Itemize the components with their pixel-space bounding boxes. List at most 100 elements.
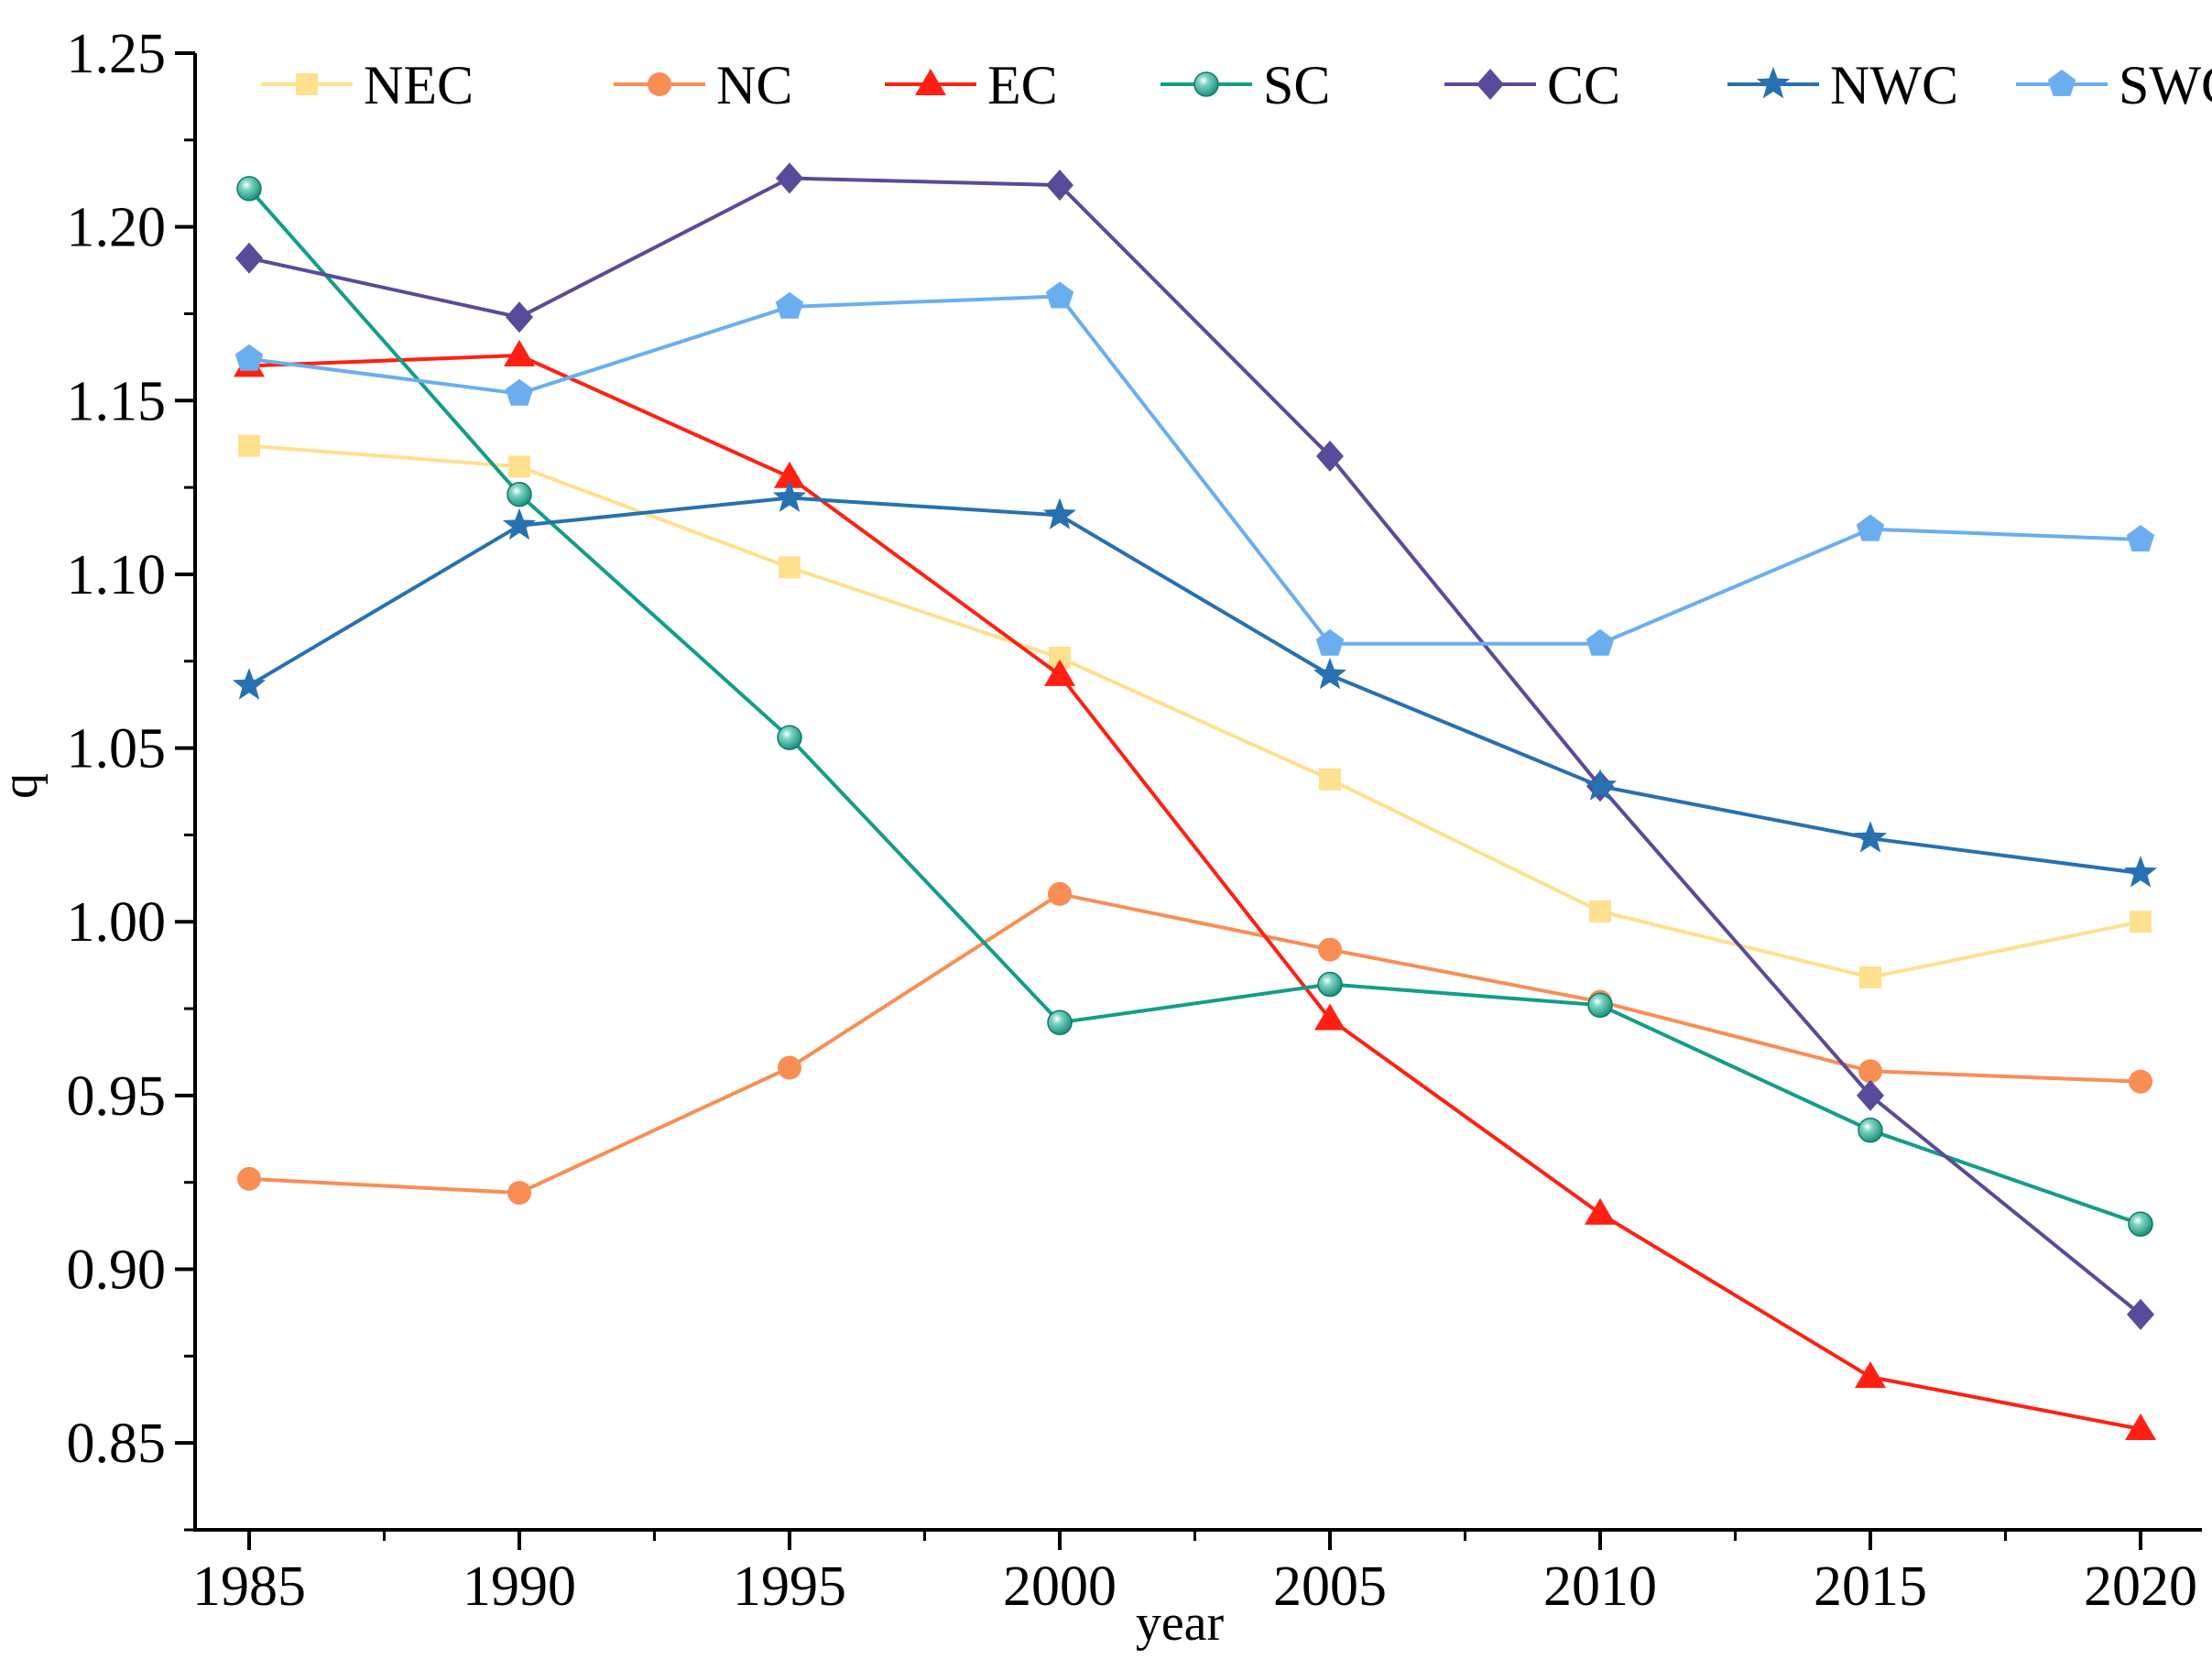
legend-marker <box>1756 67 1791 99</box>
data-point-cc <box>1857 1079 1884 1111</box>
y-tick-label: 1.10 <box>67 544 167 606</box>
data-point-nec <box>1319 768 1341 791</box>
y-tick-label: 1.00 <box>67 891 167 954</box>
series-line-nwc <box>247 496 2141 876</box>
x-tick-label: 1995 <box>733 1555 846 1618</box>
data-point-swc <box>1045 281 1074 309</box>
series-layer <box>232 162 2158 1441</box>
x-axis-title: year <box>1136 1595 1225 1652</box>
data-point-nc <box>1858 1059 1882 1084</box>
y-axis-title: q <box>0 773 49 799</box>
data-point-sc <box>1587 992 1613 1019</box>
data-point-cc <box>776 162 803 194</box>
y-tick-label: 0.95 <box>67 1065 167 1128</box>
series-line-ec <box>248 354 2141 1431</box>
data-point-ec <box>504 339 535 366</box>
series-line-sc <box>247 187 2141 1227</box>
x-tick-label: 2010 <box>1543 1555 1657 1618</box>
y-tick-label: 1.15 <box>67 370 167 432</box>
series-nc <box>237 881 2152 1206</box>
data-point-nwc <box>1042 497 1077 529</box>
legend-item-swc: SWC <box>2016 55 2212 115</box>
axes: 0.85 0.90 0.95 1.00 1.05 1.10 1.15 1.20 1.25 1985… <box>67 23 2202 1618</box>
data-point-ec <box>1585 1197 1616 1225</box>
legend-marker <box>1476 69 1504 100</box>
x-tick-label: 2005 <box>1273 1555 1387 1618</box>
data-point-nec <box>1859 966 1881 988</box>
data-point-sc <box>507 481 532 508</box>
legend-marker <box>648 72 671 96</box>
data-point-cc <box>235 242 263 274</box>
data-point-nec <box>238 434 260 457</box>
legend-label: NWC <box>1830 55 1958 115</box>
data-point-sc <box>2128 1211 2153 1237</box>
data-point-swc <box>2126 525 2155 551</box>
series-line-cc <box>248 176 2142 1316</box>
data-point-sc <box>1047 1010 1073 1035</box>
data-point-nc <box>237 1166 261 1191</box>
y-tick-label: 0.90 <box>67 1239 167 1302</box>
series-line-swc <box>248 294 2141 646</box>
y-tick-label: 0.85 <box>67 1413 167 1475</box>
data-point-nwc <box>2123 856 2158 888</box>
x-tick-label: 1990 <box>463 1555 576 1618</box>
legend-item-ec: EC <box>885 55 1058 115</box>
data-point-cc <box>2127 1298 2154 1330</box>
series-line-nec <box>248 443 2141 979</box>
legend-marker <box>1193 71 1219 97</box>
data-point-nec <box>1589 900 1611 922</box>
data-point-cc <box>1046 169 1073 202</box>
data-point-nc <box>2129 1069 2152 1094</box>
data-point-sc <box>1858 1118 1883 1143</box>
data-point-swc <box>505 378 534 406</box>
data-point-ec <box>774 461 805 488</box>
legend-marker <box>296 73 318 95</box>
series-nwc <box>232 480 2158 888</box>
legend-item-nwc: NWC <box>1727 55 1958 115</box>
data-point-ec <box>1314 1003 1346 1031</box>
data-point-swc <box>1856 514 1885 541</box>
x-tick-label: 1985 <box>192 1555 306 1618</box>
legend-label: EC <box>987 55 1058 115</box>
data-point-nwc <box>1313 657 1347 690</box>
x-tick-label: 2000 <box>1003 1555 1117 1618</box>
data-point-swc <box>1315 628 1345 656</box>
data-point-nec <box>508 455 530 478</box>
data-point-nwc <box>232 668 267 700</box>
series-swc <box>234 281 2155 656</box>
y-tick-label: 1.05 <box>67 718 167 780</box>
y-tick-label: 1.20 <box>67 197 167 259</box>
data-point-swc <box>775 291 804 319</box>
data-point-nec <box>2130 911 2152 933</box>
x-tick-label: 2020 <box>2084 1555 2197 1618</box>
data-point-sc <box>1317 971 1343 998</box>
data-point-swc <box>1585 628 1615 656</box>
legend-item-nc: NC <box>614 55 792 115</box>
legend-label: CC <box>1547 55 1620 115</box>
legend-marker <box>915 69 946 95</box>
data-point-nec <box>779 556 801 579</box>
data-point-nc <box>1048 881 1072 906</box>
series-sc <box>236 176 2153 1237</box>
data-point-ec <box>1044 659 1075 686</box>
series-nec <box>238 434 2152 988</box>
data-point-nc <box>507 1181 531 1206</box>
data-point-cc <box>506 301 533 333</box>
data-point-nwc <box>772 480 807 512</box>
data-point-sc <box>777 725 802 750</box>
legend-item-nec: NEC <box>261 55 474 115</box>
data-point-nwc <box>1853 821 1888 853</box>
legend: NEC NC EC SC CC NWC SWC <box>261 55 2212 115</box>
y-tick-label: 1.25 <box>67 23 167 85</box>
legend-item-cc: CC <box>1444 55 1620 115</box>
data-point-nc <box>778 1055 801 1080</box>
data-point-ec <box>2125 1413 2156 1441</box>
legend-label: SC <box>1263 55 1330 115</box>
legend-marker <box>2047 70 2076 96</box>
series-cc <box>235 162 2154 1330</box>
data-point-cc <box>1316 440 1344 472</box>
data-point-nwc <box>1583 769 1618 801</box>
legend-item-sc: SC <box>1160 55 1330 115</box>
legend-label: NC <box>716 55 792 115</box>
data-point-nc <box>1318 937 1342 962</box>
